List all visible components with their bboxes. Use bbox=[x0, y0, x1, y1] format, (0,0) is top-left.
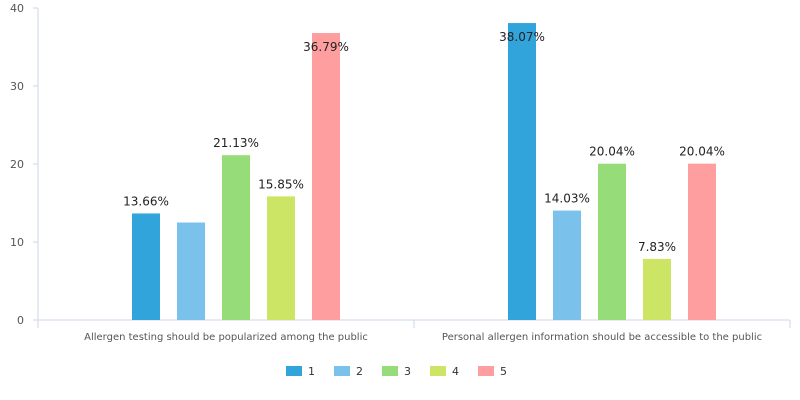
data-label: 15.85% bbox=[258, 177, 304, 191]
bar[interactable] bbox=[177, 222, 205, 321]
bar[interactable] bbox=[688, 163, 716, 320]
bar[interactable] bbox=[598, 163, 626, 320]
bar[interactable] bbox=[132, 213, 160, 320]
y-tick-label: 0 bbox=[17, 314, 24, 327]
legend-swatch bbox=[334, 366, 350, 376]
bar[interactable] bbox=[508, 23, 536, 320]
bar[interactable] bbox=[222, 155, 250, 320]
data-label: 38.07% bbox=[499, 30, 545, 44]
legend-swatch bbox=[382, 366, 398, 376]
bars bbox=[132, 23, 716, 321]
legend-item[interactable]: 1 bbox=[286, 365, 315, 378]
bar[interactable] bbox=[553, 210, 581, 320]
data-label: 20.04% bbox=[679, 145, 725, 159]
legend-item[interactable]: 2 bbox=[334, 365, 363, 378]
legend-label: 3 bbox=[404, 365, 411, 378]
legend-item[interactable]: 4 bbox=[430, 365, 459, 378]
x-category-label: Personal allergen information should be … bbox=[442, 332, 762, 343]
x-category-label: Allergen testing should be popularized a… bbox=[84, 332, 368, 343]
legend: 1 2 3 4 5 bbox=[286, 365, 507, 378]
legend-item[interactable]: 3 bbox=[382, 365, 411, 378]
y-tick-label: 40 bbox=[10, 2, 24, 15]
data-label: 20.04% bbox=[589, 145, 635, 159]
legend-label: 1 bbox=[308, 365, 315, 378]
legend-label: 4 bbox=[452, 365, 459, 378]
y-tick-label: 10 bbox=[10, 236, 24, 249]
data-labels: 13.66% 21.13% 15.85% 36.79% 38.07% 14.03% 20.0… bbox=[123, 30, 725, 254]
legend-label: 2 bbox=[356, 365, 363, 378]
data-label: 13.66% bbox=[123, 194, 169, 208]
bar[interactable] bbox=[267, 196, 295, 320]
bar[interactable] bbox=[312, 33, 340, 321]
legend-swatch bbox=[286, 366, 302, 376]
data-label: 7.83% bbox=[638, 240, 676, 254]
y-tick-label: 30 bbox=[10, 80, 24, 93]
legend-swatch bbox=[478, 366, 494, 376]
legend-item[interactable]: 5 bbox=[478, 365, 507, 378]
legend-label: 5 bbox=[500, 365, 507, 378]
axes: 0 10 20 30 40 Allergen testing should be popu… bbox=[10, 2, 791, 343]
y-tick-label: 20 bbox=[10, 158, 24, 171]
data-label: 14.03% bbox=[544, 192, 590, 206]
data-label: 21.13% bbox=[213, 136, 259, 150]
data-label: 36.79% bbox=[303, 40, 349, 54]
bar[interactable] bbox=[643, 258, 671, 320]
legend-swatch bbox=[430, 366, 446, 376]
